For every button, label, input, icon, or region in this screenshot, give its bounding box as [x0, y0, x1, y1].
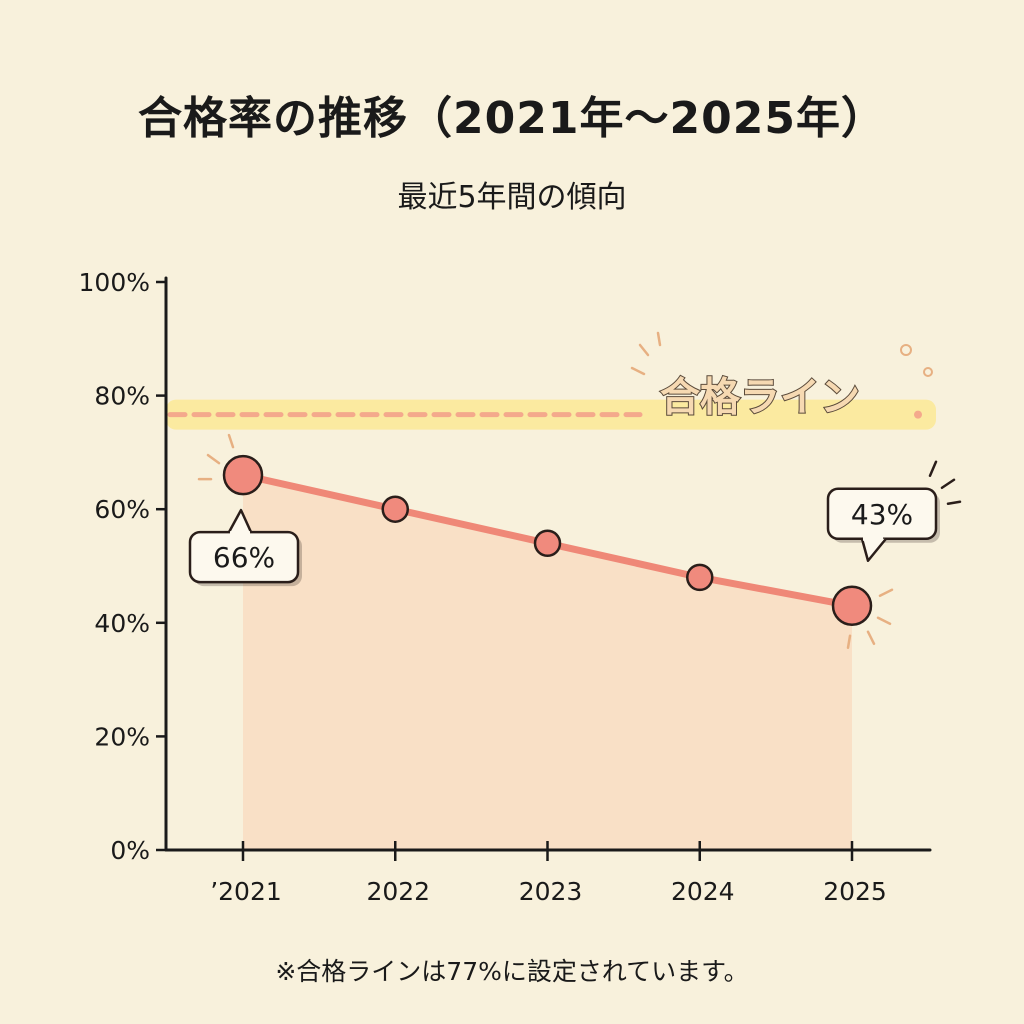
x-tick-label: 2024 — [671, 877, 735, 906]
chart-subtitle: 最近5年間の傾向 — [397, 180, 627, 215]
y-tick-label: 0% — [110, 836, 150, 865]
callout-label: 66% — [213, 541, 275, 574]
burst-accent — [876, 616, 892, 626]
callout-tail-mask — [863, 535, 883, 541]
burst-accent — [846, 634, 852, 650]
data-point — [686, 563, 714, 592]
burst-accent — [866, 630, 876, 646]
y-tick-label: 40% — [94, 609, 150, 638]
burst-accent — [878, 588, 894, 598]
x-tick-label: ’2021 — [210, 877, 282, 906]
threshold-sparkle — [638, 343, 650, 357]
threshold-sparkle — [630, 366, 646, 376]
y-tick-label: 20% — [94, 722, 150, 751]
burst-accent — [227, 433, 235, 449]
x-tick-label: 2023 — [519, 877, 583, 906]
chart-title: 合格率の推移（2021年〜2025年） — [138, 93, 886, 144]
footnote: ※合格ラインは77%に設定されています。 — [275, 957, 749, 986]
threshold-sparkle — [656, 331, 662, 347]
y-tick-label: 60% — [94, 495, 150, 524]
callout-tail — [860, 537, 887, 563]
callout-tail — [227, 508, 253, 533]
threshold-dot — [914, 410, 922, 419]
threshold-sparkle — [900, 344, 912, 356]
data-point — [381, 495, 409, 523]
burst-accent — [206, 453, 221, 465]
burst-accent — [946, 500, 962, 506]
burst-accent — [940, 478, 956, 490]
burst-accent — [928, 460, 938, 478]
threshold-band — [166, 399, 936, 430]
threshold-label: 合格ライン — [660, 375, 860, 421]
data-point — [533, 529, 562, 558]
callout-tail-mask — [230, 531, 250, 537]
callout-label: 43% — [851, 498, 913, 531]
x-tick-label: 2025 — [823, 877, 887, 906]
threshold-sparkle — [923, 367, 933, 377]
x-tick-label: 2022 — [366, 877, 430, 906]
y-tick-label: 100% — [79, 268, 150, 297]
series-area — [243, 475, 852, 850]
data-point — [222, 454, 264, 496]
y-tick-label: 80% — [94, 382, 150, 411]
data-point — [831, 585, 873, 627]
